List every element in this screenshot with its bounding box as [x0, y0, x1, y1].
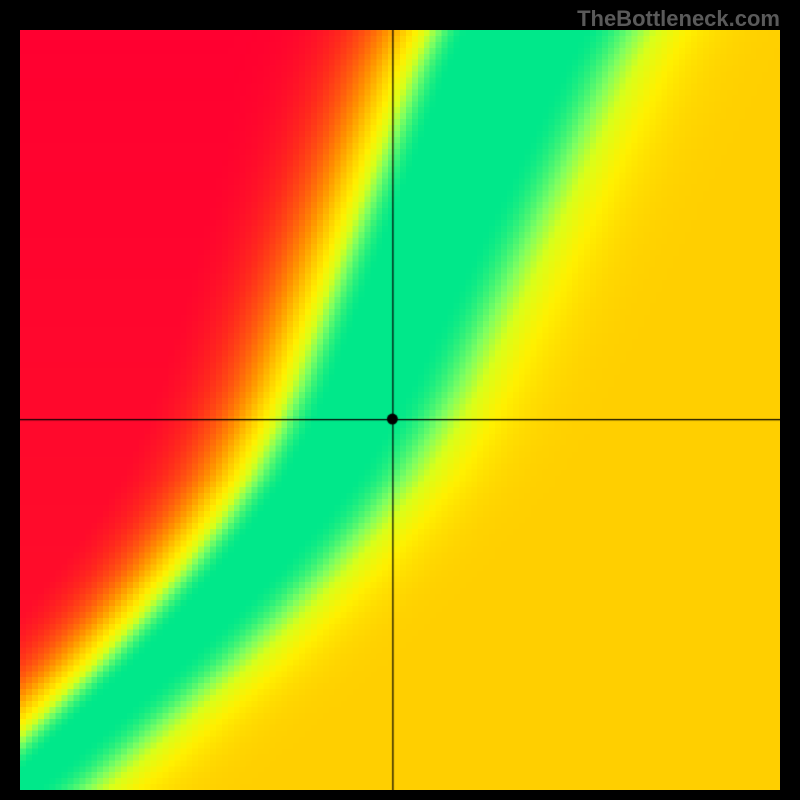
bottleneck-heatmap — [20, 30, 780, 790]
chart-container: TheBottleneck.com — [0, 0, 800, 800]
watermark-text: TheBottleneck.com — [577, 6, 780, 32]
